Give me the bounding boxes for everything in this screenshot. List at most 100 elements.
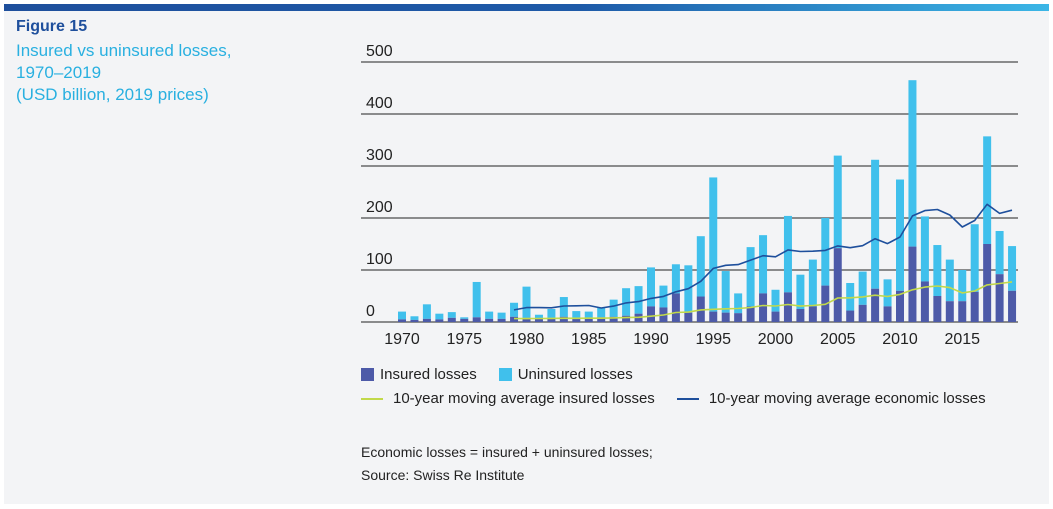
- x-tick-label-1970: 1970: [384, 331, 420, 348]
- bar-uninsured-1999: [759, 235, 768, 294]
- bar-uninsured-2015: [958, 270, 967, 302]
- bar-insured-1970: [398, 319, 406, 322]
- bar-insured-1974: [447, 317, 456, 322]
- legend-line-ma-economic: [676, 397, 699, 400]
- figure-title-line-1: Insured vs uninsured losses,: [16, 41, 232, 60]
- bar-uninsured-1985: [584, 311, 593, 318]
- bar-insured-2010: [896, 290, 904, 322]
- bar-insured-1984: [572, 318, 581, 322]
- x-tick-label-2015: 2015: [944, 331, 980, 348]
- bar-insured-1980: [522, 317, 531, 322]
- bar-insured-1995: [709, 311, 718, 322]
- bar-insured-1992: [671, 293, 680, 322]
- bar-insured-2001: [783, 292, 792, 322]
- x-tick-label-1980: 1980: [509, 331, 545, 348]
- bar-insured-2014: [945, 301, 954, 322]
- bar-uninsured-2011: [908, 80, 917, 247]
- figure-top-bar: [4, 4, 1049, 11]
- bar-uninsured-1990: [647, 267, 655, 307]
- figure-title-line-2: 1970–2019: [16, 63, 102, 82]
- legend-label-insured: Insured losses: [380, 366, 477, 383]
- bar-uninsured-2017: [983, 136, 992, 244]
- bar-insured-2008: [871, 288, 880, 322]
- legend-line-ma-insured: [361, 397, 383, 400]
- bar-insured-1971: [410, 319, 419, 322]
- y-tick-label-500: 500: [366, 43, 393, 60]
- bar-uninsured-2006: [846, 283, 855, 311]
- x-tick-label-1995: 1995: [695, 331, 731, 348]
- line-ma-insured: [514, 281, 1013, 320]
- y-tick-label-400: 400: [366, 95, 393, 112]
- bar-insured-1999: [759, 293, 768, 322]
- bar-insured-1987: [609, 316, 618, 322]
- bar-uninsured-2010: [896, 179, 904, 291]
- bar-uninsured-2019: [1008, 246, 1017, 291]
- figure-label: Figure 15: [16, 18, 88, 35]
- bar-insured-2012: [920, 281, 929, 322]
- bar-uninsured-2002: [796, 274, 805, 309]
- bar-uninsured-2013: [933, 245, 942, 296]
- bar-uninsured-1972: [422, 304, 431, 319]
- bar-uninsured-1973: [435, 313, 444, 320]
- bar-insured-2002: [796, 309, 805, 322]
- bar-uninsured-2012: [920, 216, 929, 282]
- bar-uninsured-2000: [771, 289, 780, 312]
- bar-insured-1998: [746, 306, 755, 322]
- bar-uninsured-1971: [410, 316, 419, 320]
- bar-uninsured-1994: [696, 236, 705, 297]
- x-tick-label-1985: 1985: [571, 331, 607, 348]
- figure-title: Insured vs uninsured losses, 1970–2019 (…: [16, 40, 316, 106]
- bar-uninsured-1992: [671, 264, 680, 294]
- bar-insured-1996: [721, 312, 730, 322]
- bar-uninsured-1986: [597, 307, 606, 318]
- bar-insured-2013: [933, 296, 942, 322]
- line-ma-economic: [513, 203, 1013, 311]
- bar-uninsured-2008: [871, 159, 880, 289]
- note-source: Source: Swiss Re Institute: [361, 467, 525, 483]
- bar-insured-1978: [497, 318, 506, 322]
- bar-insured-2000: [771, 311, 780, 322]
- legend-item-insured: Insured losses: [361, 366, 477, 383]
- x-tick-label-2000: 2000: [758, 331, 794, 348]
- bar-uninsured-1984: [572, 311, 581, 319]
- bar-uninsured-1977: [485, 311, 494, 319]
- legend-item-uninsured: Uninsured losses: [498, 366, 633, 383]
- bar-uninsured-1981: [534, 314, 543, 319]
- legend-label-uninsured: Uninsured losses: [517, 366, 633, 383]
- y-tick-label-100: 100: [366, 251, 393, 268]
- legend-item-ma-insured: 10-year moving average insured losses: [361, 390, 655, 407]
- bar-insured-2011: [908, 246, 917, 322]
- bar-uninsured-1976: [472, 281, 481, 318]
- bar-insured-2016: [970, 291, 979, 322]
- bar-uninsured-1970: [398, 311, 406, 320]
- y-tick-label-0: 0: [366, 303, 375, 320]
- bar-uninsured-1988: [622, 288, 631, 316]
- bar-insured-2006: [846, 310, 855, 322]
- bar-insured-2003: [808, 306, 817, 322]
- bar-uninsured-1982: [547, 309, 556, 319]
- y-tick-label-200: 200: [366, 199, 393, 216]
- legend-item-ma-economic: 10-year moving average economic losses: [676, 390, 986, 407]
- bar-uninsured-2016: [970, 224, 979, 292]
- legend-label-ma-economic: 10-year moving average economic losses: [708, 390, 986, 407]
- bar-uninsured-2003: [808, 259, 817, 307]
- x-tick-label-2005: 2005: [820, 331, 856, 348]
- bar-uninsured-2014: [945, 259, 954, 302]
- bar-insured-1973: [435, 319, 444, 322]
- bar-insured-2019: [1008, 290, 1017, 322]
- bar-insured-1981: [534, 318, 543, 322]
- note-economic-losses: Economic losses = insured + uninsured lo…: [361, 444, 653, 460]
- bar-uninsured-1978: [497, 312, 506, 319]
- bar-uninsured-1983: [559, 297, 568, 317]
- bar-uninsured-2005: [833, 155, 842, 249]
- bar-insured-1977: [485, 318, 494, 322]
- bar-insured-2009: [883, 306, 892, 322]
- legend-label-ma-insured: 10-year moving average insured losses: [393, 390, 655, 407]
- bar-insured-1976: [472, 317, 481, 322]
- bar-uninsured-1998: [746, 247, 755, 307]
- legend-row-lines: 10-year moving average insured losses 10…: [361, 390, 1008, 407]
- bar-insured-1982: [547, 318, 556, 322]
- bar-uninsured-2009: [883, 279, 892, 307]
- bar-insured-2018: [995, 274, 1004, 322]
- x-tick-label-1975: 1975: [446, 331, 482, 348]
